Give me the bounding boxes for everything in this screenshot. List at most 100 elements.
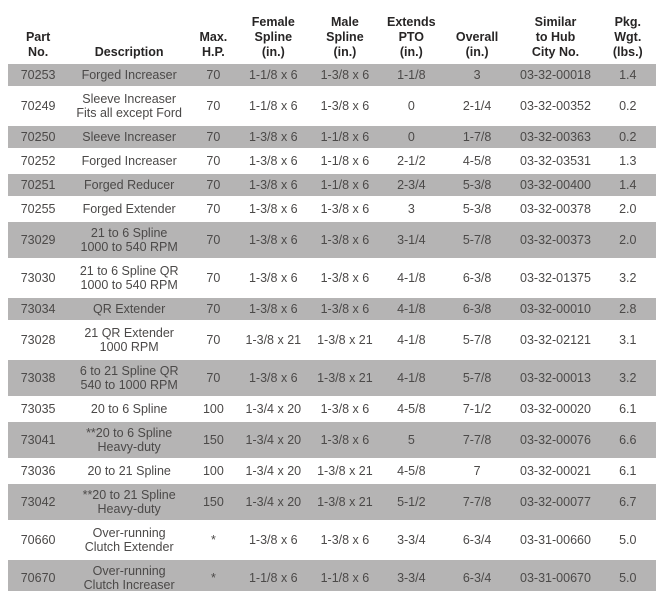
cell-hub-city-no: 03-32-00077 [520, 495, 591, 509]
table-row: 73036 20 to 21 Spline 100 1-3/4 x 20 1-3/8 x… [8, 460, 656, 482]
cell-hub-city-no: 03-32-03531 [520, 154, 591, 168]
cell-hub-city-no: 03-31-00670 [520, 571, 591, 585]
cell-description: 21 QR Extender 1000 RPM [84, 326, 174, 354]
cell-overall: 5-3/8 [462, 178, 492, 192]
cell-part-no: 73030 [20, 271, 56, 285]
cell-hub-city-no: 03-32-00021 [520, 464, 591, 478]
cell-part-no: 73036 [20, 464, 56, 478]
table-row: 70252 Forged Increaser 70 1-3/8 x 6 1-1/8 x … [8, 150, 656, 172]
cell-pkg-wgt: 5.0 [619, 571, 637, 585]
cell-female-spline: 1-3/4 x 20 [245, 433, 302, 447]
cell-max-hp: * [210, 533, 216, 547]
cell-female-spline: 1-3/8 x 21 [245, 333, 302, 347]
table-row: 70249 Sleeve Increaser Fits all except Fo… [8, 88, 656, 124]
cell-pkg-wgt: 1.3 [619, 154, 637, 168]
cell-hub-city-no: 03-32-00373 [520, 233, 591, 247]
cell-male-spline: 1-3/8 x 6 [320, 302, 370, 316]
col-header-pkg-wgt: Pkg. Wgt. (lbs.) [612, 15, 643, 59]
cell-male-spline: 1-1/8 x 6 [320, 130, 370, 144]
cell-female-spline: 1-1/8 x 6 [248, 571, 298, 585]
cell-female-spline: 1-3/8 x 6 [248, 202, 298, 216]
cell-max-hp: 70 [206, 233, 221, 247]
cell-extends-pto: 2-3/4 [397, 178, 426, 192]
cell-pkg-wgt: 6.1 [619, 464, 637, 478]
cell-female-spline: 1-3/4 x 20 [245, 464, 302, 478]
cell-hub-city-no: 03-32-00378 [520, 202, 591, 216]
cell-description: 6 to 21 Spline QR 540 to 1000 RPM [79, 364, 179, 392]
cell-extends-pto: 4-1/8 [397, 302, 426, 316]
col-header-hub-city-no: Similar to Hub City No. [531, 15, 580, 59]
cell-extends-pto: 4-1/8 [397, 371, 426, 385]
cell-description: 20 to 21 Spline [87, 464, 171, 478]
cell-hub-city-no: 03-32-00018 [520, 68, 591, 82]
cell-extends-pto: 4-1/8 [397, 333, 426, 347]
cell-extends-pto: 3-1/4 [397, 233, 426, 247]
cell-hub-city-no: 03-31-00660 [520, 533, 591, 547]
cell-part-no: 70252 [20, 154, 56, 168]
table-row: 73042 **20 to 21 Spline Heavy-duty 150 1-3/… [8, 484, 656, 520]
cell-max-hp: * [210, 571, 216, 585]
cell-overall: 6-3/8 [462, 271, 492, 285]
cell-description: Forged Increaser [81, 68, 177, 82]
cell-pkg-wgt: 3.1 [619, 333, 637, 347]
table-row: 70253 Forged Increaser 70 1-1/8 x 6 1-3/8 x … [8, 64, 656, 86]
cell-max-hp: 150 [202, 495, 224, 509]
parts-table: Part No. Description Max. H.P. Female Sp… [8, 2, 656, 591]
cell-male-spline: 1-3/8 x 21 [317, 464, 373, 478]
cell-hub-city-no: 03-32-01375 [520, 271, 591, 285]
cell-description: Forged Increaser [81, 154, 177, 168]
table-body: 70253 Forged Increaser 70 1-1/8 x 6 1-3/8 x … [8, 64, 656, 591]
table-header: Part No. Description Max. H.P. Female Sp… [8, 4, 656, 62]
cell-male-spline: 1-3/8 x 6 [320, 271, 370, 285]
col-header-extends-pto: Extends PTO (in.) [386, 15, 436, 59]
cell-extends-pto: 5-1/2 [397, 495, 426, 509]
cell-part-no: 73034 [20, 302, 56, 316]
cell-overall: 7 [473, 464, 481, 478]
cell-overall: 2-1/4 [462, 99, 492, 113]
table-row: 70251 Forged Reducer 70 1-3/8 x 6 1-1/8 x 6 2… [8, 174, 656, 196]
cell-extends-pto: 0 [407, 130, 415, 144]
cell-extends-pto: 4-1/8 [397, 271, 426, 285]
cell-female-spline: 1-3/8 x 6 [248, 178, 298, 192]
cell-extends-pto: 3-3/4 [397, 533, 426, 547]
cell-female-spline: 1-1/8 x 6 [248, 99, 298, 113]
cell-description: Forged Reducer [83, 178, 175, 192]
cell-max-hp: 70 [206, 271, 221, 285]
cell-male-spline: 1-3/8 x 21 [317, 495, 373, 509]
cell-male-spline: 1-3/8 x 6 [320, 402, 370, 416]
cell-part-no: 70255 [20, 202, 56, 216]
cell-description: Over-running Clutch Increaser [83, 564, 175, 591]
cell-extends-pto: 1-1/8 [397, 68, 426, 82]
table-row: 73034 QR Extender 70 1-3/8 x 6 1-3/8 x 6 4-1/… [8, 298, 656, 320]
cell-part-no: 73041 [20, 433, 56, 447]
cell-overall: 7-7/8 [462, 495, 492, 509]
table-row: 73030 21 to 6 Spline QR 1000 to 540 RPM 70… [8, 260, 656, 296]
cell-part-no: 73042 [20, 495, 56, 509]
cell-description: Sleeve Increaser Fits all except Ford [76, 92, 182, 120]
cell-male-spline: 1-1/8 x 6 [320, 154, 370, 168]
cell-female-spline: 1-3/8 x 6 [248, 130, 298, 144]
cell-hub-city-no: 03-32-00013 [520, 371, 591, 385]
cell-max-hp: 70 [206, 99, 221, 113]
cell-max-hp: 70 [206, 371, 221, 385]
cell-hub-city-no: 03-32-00400 [520, 178, 591, 192]
table-row: 70670 Over-running Clutch Increaser * 1-1/8… [8, 560, 656, 591]
cell-part-no: 73038 [20, 371, 56, 385]
table-row: 73035 20 to 6 Spline 100 1-3/4 x 20 1-3/8 x … [8, 398, 656, 420]
table-row: 70250 Sleeve Increaser 70 1-3/8 x 6 1-1/8 x … [8, 126, 656, 148]
cell-hub-city-no: 03-32-00352 [520, 99, 591, 113]
cell-max-hp: 70 [206, 202, 221, 216]
cell-overall: 5-7/8 [462, 371, 492, 385]
cell-overall: 1-7/8 [462, 130, 492, 144]
cell-hub-city-no: 03-32-00076 [520, 433, 591, 447]
cell-female-spline: 1-3/8 x 6 [248, 154, 298, 168]
cell-male-spline: 1-1/8 x 6 [320, 178, 370, 192]
col-header-part-no: Part No. [25, 30, 51, 59]
cell-pkg-wgt: 3.2 [619, 371, 637, 385]
cell-overall: 6-3/4 [462, 571, 492, 585]
cell-description: **20 to 6 Spline Heavy-duty [86, 426, 173, 454]
col-header-male-spline: Male Spline (in.) [326, 15, 364, 59]
cell-male-spline: 1-3/8 x 6 [320, 233, 370, 247]
cell-max-hp: 70 [206, 68, 221, 82]
cell-female-spline: 1-3/8 x 6 [248, 302, 298, 316]
